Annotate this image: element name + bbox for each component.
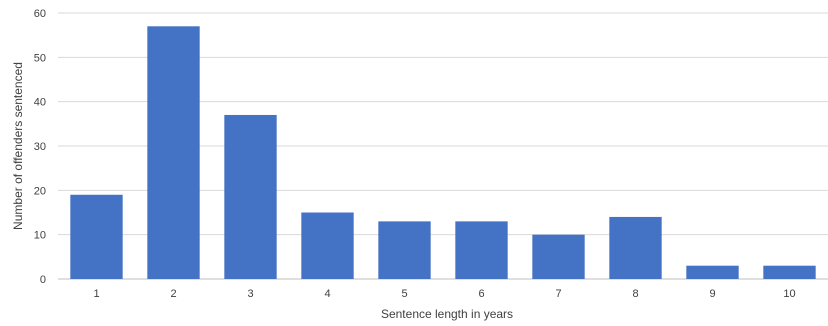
bar-3 xyxy=(224,114,277,279)
x-tick-label: 7 xyxy=(555,288,561,300)
bar-1 xyxy=(70,194,123,279)
bar-8 xyxy=(609,216,662,279)
y-tick-label: 50 xyxy=(34,52,46,64)
bars xyxy=(70,26,816,279)
x-axis-ticks: 1 2 3 4 5 6 7 8 9 10 xyxy=(93,288,795,300)
y-tick-label: 60 xyxy=(34,8,46,20)
bar-7 xyxy=(532,234,585,279)
x-tick-label: 4 xyxy=(324,288,330,300)
x-tick-label: 6 xyxy=(478,288,484,300)
x-tick-label: 8 xyxy=(632,288,638,300)
y-tick-label: 30 xyxy=(34,141,46,153)
bar-6 xyxy=(455,221,508,279)
y-axis-title: Number of offenders sentenced xyxy=(11,62,25,230)
x-tick-label: 3 xyxy=(247,288,253,300)
bar-4 xyxy=(301,212,354,279)
bar-10 xyxy=(763,265,816,279)
y-tick-label: 20 xyxy=(34,185,46,197)
y-tick-label: 10 xyxy=(34,230,46,242)
y-tick-label: 0 xyxy=(40,274,46,286)
bar-5 xyxy=(378,221,431,279)
x-tick-label: 2 xyxy=(170,288,176,300)
bar-2 xyxy=(147,26,200,279)
x-axis-title: Sentence length in years xyxy=(381,307,513,321)
x-tick-label: 1 xyxy=(93,288,99,300)
x-tick-label: 9 xyxy=(709,288,715,300)
x-tick-label: 5 xyxy=(401,288,407,300)
y-tick-label: 40 xyxy=(34,97,46,109)
x-tick-label: 10 xyxy=(783,288,795,300)
bar-9 xyxy=(686,265,739,279)
y-axis-ticks: 0 10 20 30 40 50 60 xyxy=(34,8,46,286)
